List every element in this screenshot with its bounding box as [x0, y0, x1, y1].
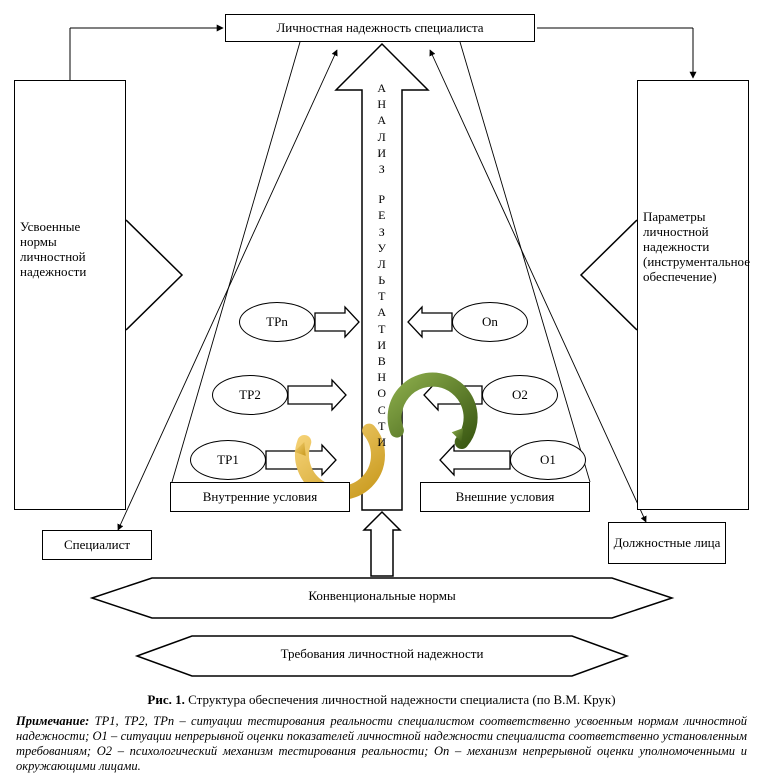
o2-label: О2	[512, 388, 528, 403]
officials-box: Должностные лица	[608, 522, 726, 564]
diagram-root: Личностная надежность специалиста Усвоен…	[0, 0, 763, 769]
ellipse-tpn: ТРn	[239, 302, 315, 342]
on-label: Оn	[482, 315, 498, 330]
note-bold: Примечание:	[16, 714, 89, 728]
inner-right-label: Внешние условия	[456, 490, 555, 505]
tp1-label: ТР1	[217, 453, 239, 468]
left-block	[14, 80, 126, 510]
inner-right-box: Внешние условия	[420, 482, 590, 512]
ellipse-tp1: ТР1	[190, 440, 266, 480]
o1-label: О1	[540, 453, 556, 468]
specialist-box: Специалист	[42, 530, 152, 560]
caption-bold: Рис. 1.	[147, 692, 184, 707]
vertical-text-2: РЕЗУЛЬТАТИВНОСТИ	[368, 191, 396, 450]
tp2-label: ТР2	[239, 388, 261, 403]
note-rest: ТР1, ТР2, ТРn – ситуации тестирования ре…	[16, 714, 747, 773]
title-box: Личностная надежность специалиста	[225, 14, 535, 42]
inner-left-box: Внутренние условия	[170, 482, 350, 512]
figure-caption: Рис. 1. Структура обеспечения личностной…	[20, 692, 743, 708]
tpn-label: ТРn	[266, 315, 288, 330]
caption-rest: Структура обеспечения личностной надежно…	[185, 692, 616, 707]
figure-note: Примечание: ТР1, ТР2, ТРn – ситуации тес…	[16, 714, 747, 774]
right-block-label: Параметры личностной надежности (инструм…	[643, 210, 745, 285]
left-block-label: Усвоенные нормы личностной надежности	[20, 220, 120, 280]
right-block	[637, 80, 749, 510]
ellipse-o1: О1	[510, 440, 586, 480]
title-text: Личностная надежность специалиста	[276, 21, 483, 36]
ellipse-on: Оn	[452, 302, 528, 342]
vertical-text-1: АНАЛИЗ	[368, 80, 396, 177]
ellipse-o2: О2	[482, 375, 558, 415]
officials-label: Должностные лица	[614, 536, 721, 551]
vertical-arrow-text: АНАЛИЗ РЕЗУЛЬТАТИВНОСТИ	[368, 80, 396, 450]
ellipse-tp2: ТР2	[212, 375, 288, 415]
specialist-label: Специалист	[64, 538, 130, 553]
inner-left-label: Внутренние условия	[203, 490, 317, 505]
